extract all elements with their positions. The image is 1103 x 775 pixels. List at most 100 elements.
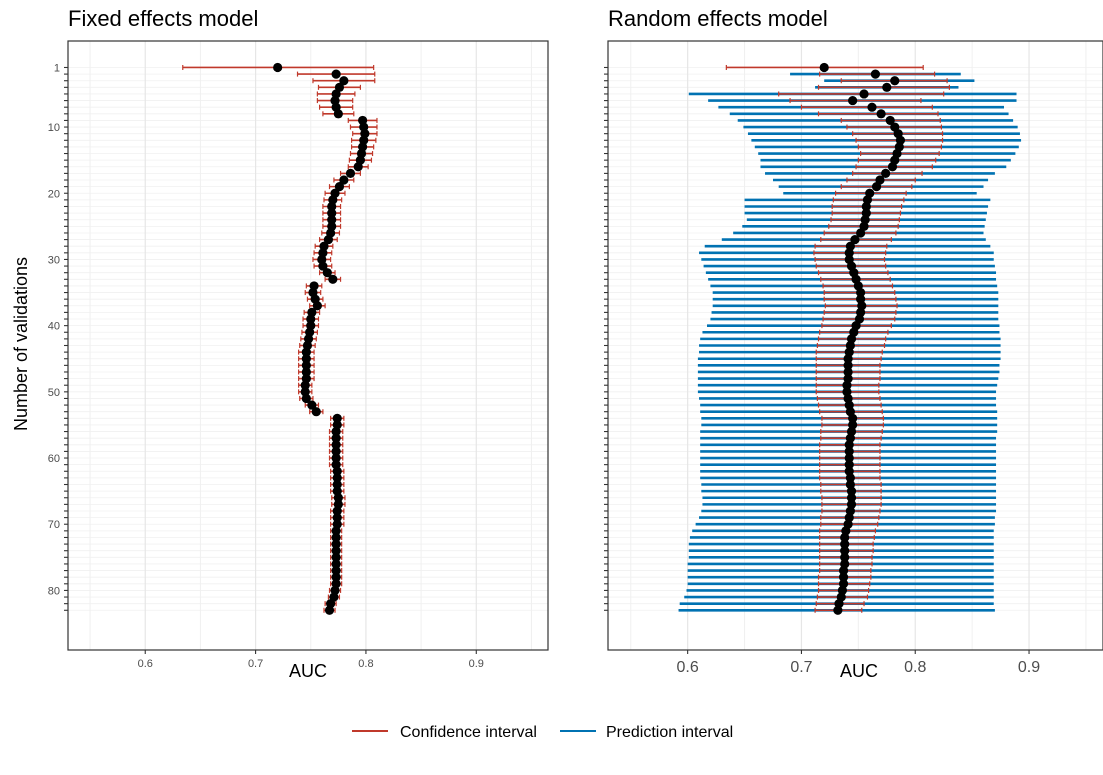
auc-point [332,479,342,490]
legend: Confidence interval Prediction interval [352,724,733,741]
auc-point [844,248,854,258]
auc-point [887,162,898,172]
auc-point [843,360,853,370]
random-effects-x-axis-label: AUC [840,661,878,681]
auc-point [844,440,854,450]
auc-point [871,182,882,192]
fixed-effects-title: Fixed effects model [68,6,258,31]
auc-point [890,76,900,86]
auc-point [331,440,341,450]
auc-point [848,95,858,106]
auc-point [301,393,311,404]
auc-point [312,301,322,311]
x-tick-label: 0.9 [1018,659,1040,676]
x-tick-label: 0.8 [358,658,373,670]
auc-point [301,360,311,370]
auc-point [885,115,895,126]
auc-point [331,446,341,457]
y-tick-label: 20 [48,188,60,200]
auc-point [331,426,341,437]
auc-point [333,493,343,503]
auc-point [844,453,854,463]
auc-point [856,287,866,298]
x-tick-label: 0.7 [248,658,263,670]
auc-point [846,486,857,496]
auc-point [318,261,328,271]
auc-point [332,473,342,483]
fixed-effects-panel: 1 10 20 30 40 50 60 70 80 0.6 0.7 0.8 0.9 [48,40,549,670]
x-tick-label: 0.8 [904,659,926,676]
auc-point [323,234,334,245]
x-tick-label: 0.6 [677,659,699,676]
auc-point [331,559,341,569]
auc-point [840,552,850,562]
y-axis-label: Number of validations [11,257,31,431]
auc-point [332,506,342,516]
fixed-effects-x-axis-label: AUC [289,661,327,681]
auc-point [339,76,349,86]
x-tick-label: 0.6 [138,658,153,670]
auc-point [322,268,332,278]
auc-point [331,546,341,556]
auc-point [327,208,337,218]
auc-point [846,493,857,503]
auc-point [819,62,829,73]
auc-point [300,380,310,390]
y-tick-label: 10 [48,122,60,134]
auc-point [301,367,311,377]
auc-point [332,413,342,423]
auc-point [327,201,337,212]
auc-point [331,539,341,549]
auc-point [840,539,850,549]
y-tick-label: 80 [48,585,60,597]
auc-point [867,102,877,112]
auc-point [331,552,341,562]
auc-point [311,407,321,417]
auc-point [842,380,852,390]
x-tick-label: 0.9 [469,658,484,670]
auc-point [331,69,341,79]
auc-point [345,168,356,178]
auc-point [339,175,349,185]
legend-ci-label: Confidence interval [400,724,537,741]
auc-point [301,354,311,364]
auc-point [843,354,853,364]
auc-point [331,433,341,443]
auc-point [306,314,316,324]
auc-point [301,347,311,357]
auc-point [331,526,341,536]
auc-point [856,228,866,238]
y-tick-label: 60 [48,453,60,465]
x-tick-label: 0.7 [790,659,812,676]
y-tick-label: 1 [54,62,60,74]
y-tick-label: 30 [48,254,60,266]
auc-point [843,367,853,377]
auc-point [334,182,345,192]
auc-point [844,460,854,470]
auc-point [273,62,283,73]
auc-point [307,400,317,410]
auc-point [848,413,858,423]
auc-point [876,109,886,119]
random-effects-panel: 0.6 0.7 0.8 0.9 [604,40,1103,676]
auc-point [882,82,892,92]
auc-point [331,565,341,576]
auc-point [332,513,342,523]
auc-point [838,572,849,582]
y-tick-label: 70 [48,519,60,531]
auc-point [333,109,343,119]
auc-point [353,162,363,172]
auc-point [328,274,338,284]
auc-point [838,565,849,576]
auc-point [833,605,843,615]
auc-point [840,546,850,556]
random-effects-title: Random effects model [608,6,828,31]
auc-point [861,201,871,212]
auc-point [850,234,860,245]
auc-point [845,473,855,483]
auc-point [332,466,342,476]
auc-point [881,168,891,178]
auc-point [844,446,854,457]
